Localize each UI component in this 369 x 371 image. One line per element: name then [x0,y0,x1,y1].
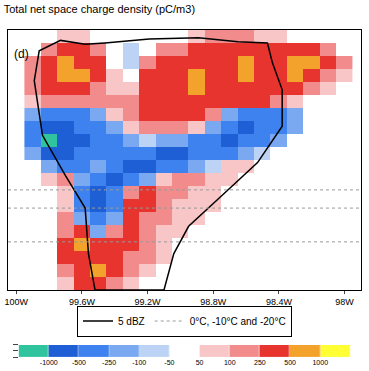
svg-text:-250: -250 [102,359,116,366]
svg-text:Total net space charge density: Total net space charge density (pC/m3) [4,3,195,15]
svg-text:50: 50 [196,359,204,366]
svg-text:250: 250 [254,359,266,366]
svg-text:98.8W: 98.8W [200,297,227,307]
svg-text:500: 500 [284,359,296,366]
svg-text:-100: -100 [132,359,146,366]
svg-text:-500: -500 [72,359,86,366]
svg-text:99.6W: 99.6W [69,297,96,307]
svg-text:1000: 1000 [312,359,328,366]
svg-text:5 dBZ: 5 dBZ [118,316,145,327]
svg-text:98.4W: 98.4W [266,297,293,307]
svg-text:100W: 100W [4,297,28,307]
svg-text:-1000: -1000 [40,359,58,366]
svg-text:99.2W: 99.2W [135,297,162,307]
svg-text:100: 100 [224,359,236,366]
svg-text:0°C, -10°C and -20°C: 0°C, -10°C and -20°C [190,316,286,327]
svg-text:98W: 98W [335,297,354,307]
svg-text:-50: -50 [164,359,174,366]
svg-text:(d): (d) [14,47,29,61]
